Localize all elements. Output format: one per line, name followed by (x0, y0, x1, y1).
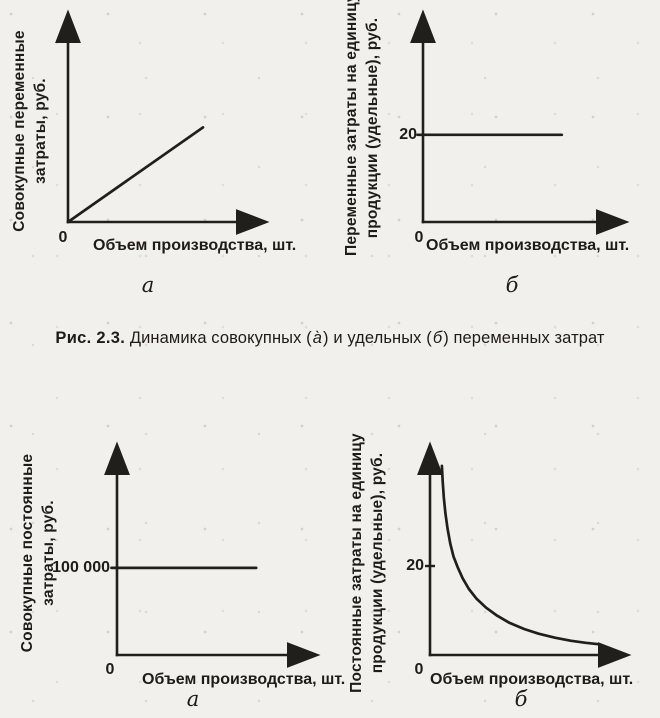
origin-label: 0 (414, 229, 424, 246)
chart-total-variable-x-axis-label: Объем производства, шт. (93, 237, 297, 254)
y-axis-label-line: Совокупные постоянные (19, 453, 36, 653)
chart-total-variable-canvas (55, 9, 270, 235)
chart-unit-fixed-x-axis-label: Объем производства, шт. (430, 671, 634, 688)
y-axis-label-line: Переменные затраты на единицу (343, 0, 360, 256)
caption-text: ) переменных затрат (443, 329, 605, 347)
chart-total-fixed-y-axis-label: Совокупные постоянные затраты, руб. (17, 448, 59, 658)
origin-label: 0 (105, 661, 115, 678)
panel-letter-a-bottom: а (186, 687, 200, 711)
panel-letter-b-top: б (505, 273, 519, 297)
y-tick-label-20: 20 (406, 557, 424, 574)
y-axis-label-line: Совокупные переменные (11, 30, 28, 232)
y-axis-label-line: продукции (удельные), руб. (364, 17, 381, 239)
chart-total-variable-y-axis-label: Совокупные переменные затраты, руб. (9, 26, 51, 236)
chart-unit-variable-x-axis-label: Объем производства, шт. (426, 237, 630, 254)
unit-fixed-costs-curve (440, 464, 600, 646)
origin-label: 0 (58, 229, 68, 246)
y-axis-label-line: затраты, руб. (40, 500, 57, 606)
y-tick-label-20: 20 (399, 126, 417, 143)
chart-unit-fixed-y-axis-label: Постоянные затраты на единицу продукции … (346, 433, 388, 693)
panel-letter-b-bottom: б (514, 687, 528, 711)
chart-unit-fixed-canvas (417, 441, 632, 668)
chart-unit-variable-canvas (410, 9, 630, 235)
y-axis-label-line: продукции (удельные), руб. (369, 452, 386, 674)
figure-number: Рис. 2.3. (55, 329, 126, 347)
chart-total-fixed-x-axis-label: Объем производства, шт. (142, 671, 346, 688)
caption-letter-a: а̀ (312, 329, 323, 347)
caption-text: Динамика совокупных ( (125, 329, 312, 347)
y-axis-label-line: Постоянные затраты на единицу (348, 433, 365, 693)
chart-unit-variable-y-axis-label: Переменные затраты на единицу продукции … (341, 0, 383, 256)
figure-caption: Рис. 2.3. Динамика совокупных (а̀) и уде… (0, 329, 660, 348)
caption-letter-b: б (432, 329, 443, 347)
panel-letter-a-top: а (141, 273, 155, 297)
y-axis-label-line: затраты, руб. (32, 78, 49, 184)
origin-label: 0 (414, 661, 424, 678)
chart-total-fixed-canvas (104, 441, 321, 668)
total-variable-costs-line (66, 126, 205, 224)
caption-text: ) и удельных ( (323, 329, 432, 347)
y-tick-label-100000: 100 000 (52, 559, 110, 576)
